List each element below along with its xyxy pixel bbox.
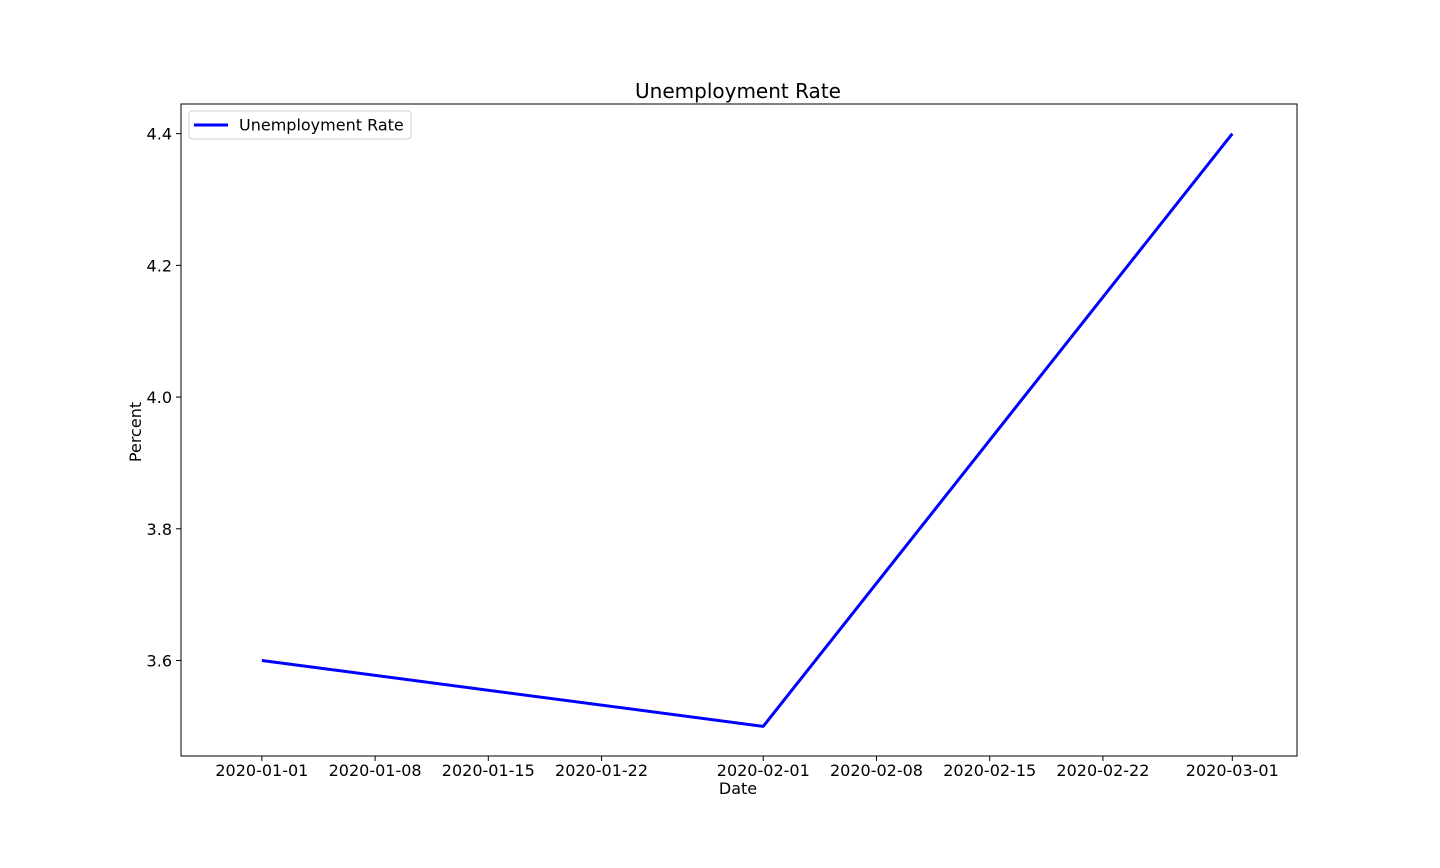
plot-area-frame	[180, 103, 1298, 757]
x-tick-label: 2020-01-22	[555, 761, 648, 780]
x-axis-label: Date	[719, 779, 757, 798]
y-tick-label: 4.2	[147, 256, 172, 275]
legend-box	[188, 110, 412, 140]
x-tick-label: 2020-02-01	[717, 761, 810, 780]
legend-entry-label: Unemployment Rate	[239, 116, 404, 135]
y-axis-ticks: 3.6 3.8 4.0 4.2 4.4	[147, 125, 181, 671]
y-tick-label: 3.8	[147, 520, 172, 539]
y-axis-label: Percent	[126, 402, 145, 462]
legend: Unemployment Rate	[188, 110, 412, 140]
y-tick-label: 4.4	[147, 125, 172, 144]
x-tick-label: 2020-03-01	[1186, 761, 1279, 780]
series-layer	[261, 132, 1234, 728]
x-tick-label: 2020-01-08	[329, 761, 422, 780]
y-tick-label: 3.6	[147, 652, 172, 671]
x-tick-label: 2020-02-08	[830, 761, 923, 780]
x-tick-label: 2020-02-22	[1056, 761, 1149, 780]
chart-title: Unemployment Rate	[635, 79, 841, 103]
x-tick-label: 2020-01-15	[442, 761, 535, 780]
x-axis-ticks: 2020-01-01 2020-01-08 2020-01-15 2020-01-22…	[215, 756, 1279, 780]
x-tick-label: 2020-02-15	[943, 761, 1036, 780]
x-tick-label: 2020-01-01	[215, 761, 308, 780]
series-line	[261, 132, 1234, 728]
y-tick-label: 4.0	[147, 388, 172, 407]
